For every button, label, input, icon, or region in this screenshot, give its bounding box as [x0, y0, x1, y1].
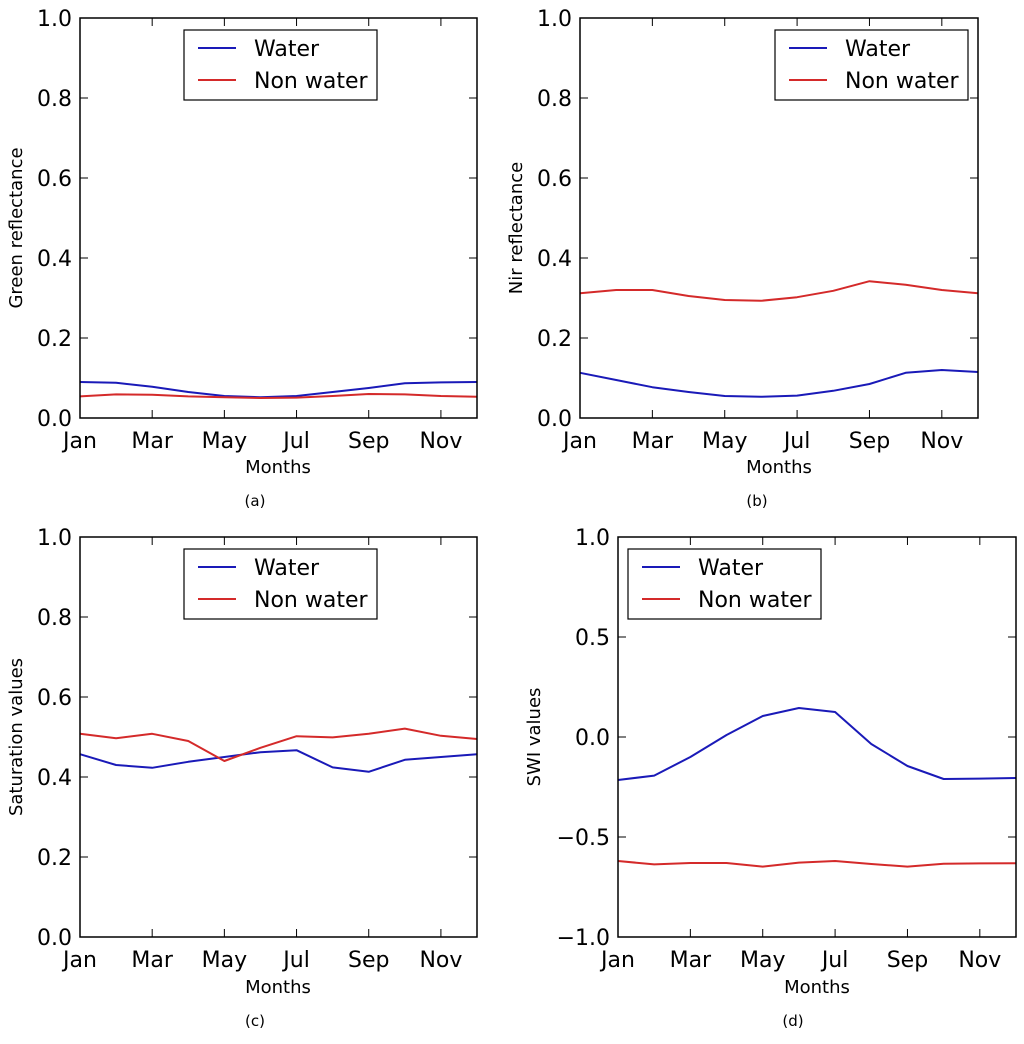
chart-a-xtick-label: Sep: [348, 429, 389, 454]
chart-d-ytick-label: 1.0: [575, 526, 610, 551]
chart-c-y-axis-label: Saturation values: [6, 658, 27, 816]
chart-b-legend-label-non-water: Non water: [845, 69, 959, 94]
chart-a-ytick-label: 0.2: [37, 327, 72, 352]
chart-c-ytick-label: 0.6: [37, 686, 72, 711]
chart-c-xtick-label: Jul: [281, 948, 310, 973]
chart-a-xtick-label: Nov: [419, 429, 462, 454]
chart-d-ytick-label: 0.5: [575, 626, 610, 651]
chart-d-ytick-label: −1.0: [557, 926, 610, 951]
chart-b-x-axis-label: Months: [746, 457, 812, 478]
chart-b-caption: (b): [746, 492, 767, 510]
chart-c-caption: (c): [245, 1012, 265, 1030]
chart-b-ytick-label: 0.4: [537, 247, 572, 272]
chart-a-ytick-label: 0.6: [37, 167, 72, 192]
chart-d-legend-label-non-water: Non water: [698, 588, 812, 613]
chart-b-legend-frame: [774, 29, 969, 101]
chart-c-legend-label-non-water: Non water: [254, 588, 368, 613]
chart-b-xtick-label: Jul: [782, 429, 811, 454]
chart-b-xtick-label: May: [702, 429, 747, 454]
chart-b-ytick-label: 0.0: [537, 407, 572, 432]
chart-d-x-axis-label: Months: [784, 977, 850, 998]
chart-a-y-axis-label: Green reflectance: [6, 147, 27, 308]
chart-a-legend: Water Non water: [183, 29, 378, 101]
chart-c-legend-frame: [183, 548, 378, 620]
chart-d-legend-frame: [627, 548, 822, 620]
chart-a-legend-label-non-water: Non water: [254, 69, 368, 94]
chart-c-axes-frame: [79, 536, 478, 938]
chart-b-axes-frame: [579, 17, 979, 419]
chart-d-series-line-non-water: [617, 860, 1017, 868]
chart-a-xtick-label: May: [202, 429, 247, 454]
chart-c-ytick-label: 0.8: [37, 606, 72, 631]
chart-b-ytick-label: 0.2: [537, 327, 572, 352]
chart-a-x-axis-label: Months: [245, 457, 311, 478]
chart-c-xtick-label: Jan: [61, 948, 97, 973]
chart-c-xtick-label: Mar: [131, 948, 173, 973]
chart-d-ytick-label: −0.5: [557, 826, 610, 851]
chart-b: 0.0 0.2 0.4 0.6 0.8 1.0 Jan Mar May Jul Sep Nov Mont…: [506, 7, 979, 510]
chart-c-ytick-label: 0.4: [37, 766, 72, 791]
chart-c-ytick-label: 0.2: [37, 846, 72, 871]
chart-d-xtick-label: Jul: [820, 948, 849, 973]
chart-a-legend-label-water: Water: [254, 37, 320, 62]
chart-a-caption: (a): [245, 492, 266, 510]
chart-a-xtick-label: Jul: [281, 429, 310, 454]
chart-a-axes-frame: [79, 17, 478, 419]
chart-b-series-line-non-water: [579, 280, 979, 302]
chart-a-xtick-label: Mar: [131, 429, 173, 454]
chart-a-legend-frame: [183, 29, 378, 101]
chart-a-xtick-label: Jan: [61, 429, 97, 454]
chart-b-legend-label-water: Water: [845, 37, 911, 62]
chart-d: −1.0 −0.5 0.0 0.5 1.0 Jan Mar May Jul Sep Nov Month…: [524, 526, 1017, 1030]
chart-d-caption: (d): [782, 1012, 803, 1030]
chart-b-xtick-label: Sep: [849, 429, 890, 454]
chart-c-x-axis-label: Months: [245, 977, 311, 998]
chart-a-ytick-label: 1.0: [37, 7, 72, 32]
chart-c-xtick-label: Sep: [348, 948, 389, 973]
chart-d-legend: Water Non water: [627, 548, 822, 620]
chart-b-xtick-label: Jan: [561, 429, 597, 454]
chart-b-legend: Water Non water: [774, 29, 969, 101]
chart-d-xtick-label: Nov: [958, 948, 1001, 973]
chart-a-series-group: [79, 381, 478, 399]
chart-c-legend-label-water: Water: [254, 556, 320, 581]
chart-b-series-line-water: [579, 369, 979, 398]
chart-c-xtick-label: Nov: [419, 948, 462, 973]
chart-c-legend: Water Non water: [183, 548, 378, 620]
chart-b-xtick-label: Mar: [632, 429, 674, 454]
chart-c-xtick-label: May: [202, 948, 247, 973]
chart-a-ytick-label: 0.4: [37, 247, 72, 272]
chart-b-xtick-label: Nov: [920, 429, 963, 454]
chart-d-series-line-water: [617, 707, 1017, 781]
chart-d-series-group: [617, 707, 1017, 868]
chart-a-ytick-label: 0.0: [37, 407, 72, 432]
chart-b-series-group: [579, 280, 979, 398]
chart-c-series-group: [79, 727, 478, 773]
chart-a-series-line-non-water: [79, 393, 478, 399]
chart-d-y-axis-label: SWI values: [524, 688, 545, 787]
chart-b-y-axis-label: Nir reflectance: [506, 162, 527, 294]
chart-a: 0.0 0.2 0.4 0.6 0.8 1.0 Jan Mar May Jul Sep Nov Mont…: [6, 7, 478, 510]
chart-b-ytick-label: 1.0: [537, 7, 572, 32]
chart-d-legend-label-water: Water: [698, 556, 764, 581]
chart-d-ytick-label: 0.0: [575, 726, 610, 751]
chart-c-series-line-water: [79, 749, 478, 773]
chart-b-ytick-label: 0.8: [537, 87, 572, 112]
chart-d-xtick-label: Mar: [670, 948, 712, 973]
chart-c-ytick-label: 1.0: [37, 526, 72, 551]
chart-c-series-line-non-water: [79, 727, 478, 762]
chart-d-xtick-label: Jan: [599, 948, 635, 973]
chart-c: 0.0 0.2 0.4 0.6 0.8 1.0 Jan Mar May Jul Sep Nov Mont…: [6, 526, 478, 1030]
chart-a-ytick-label: 0.8: [37, 87, 72, 112]
chart-c-ytick-label: 0.0: [37, 926, 72, 951]
chart-d-xtick-label: May: [740, 948, 785, 973]
chart-d-xtick-label: Sep: [887, 948, 928, 973]
chart-a-series-line-water: [79, 381, 478, 399]
chart-b-ytick-label: 0.6: [537, 167, 572, 192]
